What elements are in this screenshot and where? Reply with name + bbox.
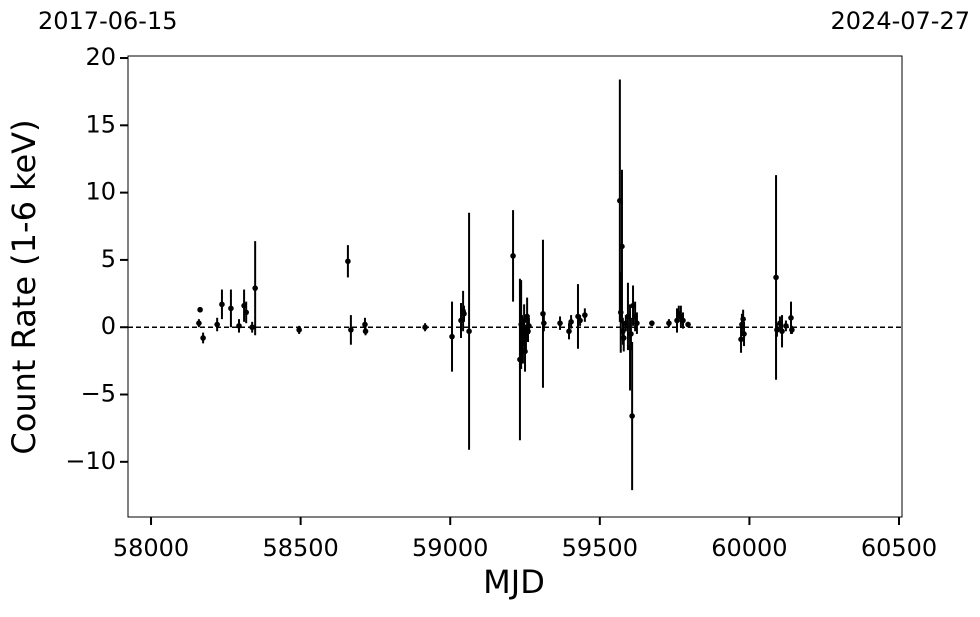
data-point — [634, 320, 640, 326]
data-point — [252, 285, 258, 291]
x-tick-label: 59500 — [562, 534, 638, 562]
data-point — [449, 333, 455, 340]
data-point — [577, 317, 583, 324]
data-point — [773, 274, 779, 281]
data-point — [568, 319, 574, 325]
data-point — [461, 310, 467, 317]
data-point — [666, 320, 672, 326]
data-point — [685, 321, 691, 328]
data-point — [740, 316, 746, 322]
data-point — [200, 335, 206, 341]
x-tick-label: 59000 — [412, 534, 488, 562]
data-point — [649, 320, 655, 326]
y-tick-label: 20 — [85, 43, 116, 71]
data-point — [774, 327, 780, 333]
data-point — [422, 324, 428, 331]
y-axis-label: Count Rate (1-6 keV) — [5, 119, 43, 454]
x-tick-label: 60500 — [861, 534, 937, 562]
x-tick-label: 60000 — [711, 534, 787, 562]
data-point — [243, 309, 249, 316]
data-point — [680, 317, 686, 324]
data-point — [214, 321, 220, 328]
data-point — [619, 243, 625, 250]
x-tick-label: 58000 — [113, 534, 189, 562]
y-tick-label: 0 — [101, 312, 116, 340]
data-point — [783, 323, 789, 329]
data-point — [345, 258, 351, 265]
data-point — [510, 253, 516, 259]
data-point — [197, 306, 203, 313]
data-point — [362, 321, 368, 328]
data-point — [362, 328, 369, 335]
data-point — [466, 328, 472, 335]
y-tick-label: 10 — [85, 178, 116, 206]
top-label-right: 2024-07-27 — [831, 7, 970, 35]
data-point — [620, 335, 627, 341]
data-point — [788, 314, 794, 321]
y-tick-label: 5 — [101, 245, 116, 273]
top-label-left: 2017-06-15 — [38, 7, 177, 35]
data-point — [582, 312, 588, 318]
data-point — [789, 327, 795, 333]
plot-frame — [127, 55, 903, 518]
y-tick-label: 15 — [85, 110, 116, 138]
data-point — [566, 328, 572, 335]
data-point — [249, 324, 255, 331]
data-point — [738, 336, 744, 343]
x-axis-label: MJD — [483, 563, 545, 601]
data-point — [557, 320, 563, 326]
data-point — [296, 327, 302, 333]
data-point — [779, 328, 785, 335]
data-point — [228, 305, 234, 312]
data-point — [629, 413, 635, 419]
data-point — [219, 301, 225, 308]
data-point — [741, 331, 747, 337]
data-point — [196, 320, 202, 326]
x-tick-label: 58500 — [262, 534, 338, 562]
data-point — [541, 320, 547, 326]
y-tick-label: −10 — [65, 447, 116, 475]
data-point — [526, 323, 532, 329]
data-point — [236, 323, 242, 329]
data-point — [348, 327, 354, 333]
data-point — [521, 317, 527, 324]
data-point — [628, 331, 634, 337]
y-tick-label: −5 — [81, 380, 116, 408]
